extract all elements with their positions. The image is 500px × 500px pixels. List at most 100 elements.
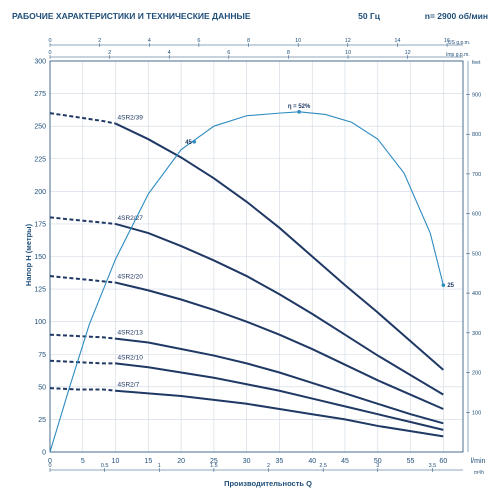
us-gpm-tick-label: 4 (148, 38, 151, 44)
y-tick-label: 200 (34, 189, 46, 196)
feet-tick-label: 800 (472, 132, 481, 138)
series-label: 4SR2/39 (118, 115, 144, 122)
series-label: 4SR2/13 (118, 330, 144, 337)
x-tick-label: 60 (439, 458, 447, 465)
y-tick-label: 125 (34, 287, 46, 294)
x-tick-label: 55 (407, 458, 415, 465)
efficiency-marker-label: 25 (447, 283, 454, 289)
efficiency-marker-label: 45 (185, 140, 192, 146)
m3h-tick-label: 3.5 (429, 463, 437, 469)
series-label: 4SR2/7 (118, 382, 140, 389)
efficiency-layer: 45 25 η = 52% (49, 104, 455, 453)
feet-tick-label: 300 (472, 331, 481, 337)
series-line (115, 222, 444, 396)
series-label: 4SR2/20 (118, 274, 144, 281)
us-gpm-tick-label: 2 (98, 38, 101, 44)
x-axes: 0 5 10 15 20 25 30 35 40 45 50 55 60 l/min 0 0.5 1 1.5 2 2.… (48, 458, 485, 476)
x-tick-label: 40 (308, 458, 316, 465)
m3h-tick-label: 1.5 (210, 463, 218, 469)
series-dashed-line (49, 359, 116, 365)
feet-tick-label: 500 (472, 251, 481, 257)
m3h-tick-label: 2 (267, 463, 270, 469)
y-tick-label: 300 (34, 59, 46, 66)
y-axis-title: Напор H (метры) (24, 223, 33, 286)
series-label: 4SR2/27 (118, 215, 144, 222)
feet-tick-label: 600 (472, 212, 481, 218)
efficiency-marker (192, 140, 197, 144)
efficiency-marker (441, 283, 446, 287)
x-tick-label: 10 (112, 458, 120, 465)
imp-gpm-tick-label: 12 (405, 50, 411, 56)
us-gpm-tick-label: 14 (394, 38, 400, 44)
series-line (115, 281, 444, 410)
imp-gpm-tick-label: 4 (168, 50, 171, 56)
series-dashed-line (49, 275, 116, 284)
imp-gpm-tick-label: 6 (227, 50, 230, 56)
imp-gpm-tick-label: 0 (48, 50, 51, 56)
m3h-tick-label: 1 (158, 463, 161, 469)
feet-tick-label: 100 (472, 410, 481, 416)
feet-axis: 100 200 300 400 500 600 700 800 900 feet (466, 60, 481, 452)
series-line (115, 389, 444, 438)
series-line (115, 362, 444, 431)
efficiency-peak-label: η = 52% (288, 104, 311, 110)
series-layer: 4SR2/39 4SR2/27 4SR2/20 4SR2/13 4SR2/10 4SR2/… (49, 112, 444, 438)
x-unit-label: l/min (471, 458, 486, 465)
y-tick-label: 250 (34, 124, 46, 131)
m3h-tick-label: 0 (48, 463, 51, 469)
imp-gpm-unit-label: Imp g.p.m. (446, 52, 470, 58)
x-tick-label: 50 (374, 458, 382, 465)
feet-tick-label: 900 (472, 92, 481, 98)
feet-tick-label: 700 (472, 172, 481, 178)
y-tick-label: 175 (34, 221, 46, 228)
x-tick-label: 30 (243, 458, 251, 465)
imp-gpm-tick-label: 8 (287, 50, 290, 56)
x-axis-title: Производительность Q (224, 479, 312, 488)
us-gpm-tick-label: 6 (197, 38, 200, 44)
y-tick-label: 25 (38, 417, 46, 424)
y-tick-label: 0 (42, 450, 46, 457)
feet-tick-label: 400 (472, 291, 481, 297)
feet-tick-label: 200 (472, 371, 481, 377)
x-tick-label: 0 (48, 458, 52, 465)
y-axis: 0 25 50 75 100 125 150 175 200 225 250 275 300 (34, 59, 46, 457)
m3h-tick-label: 2.5 (319, 463, 327, 469)
efficiency-curve (49, 111, 444, 453)
speed-label: n= 2900 об/мин (425, 11, 488, 21)
frequency-label: 50 Гц (358, 11, 381, 21)
feet-unit-label: feet (472, 60, 481, 66)
y-tick-label: 275 (34, 91, 46, 98)
y-tick-label: 75 (38, 352, 46, 359)
us-gpm-tick-label: 12 (345, 38, 351, 44)
y-tick-label: 225 (34, 156, 46, 163)
series-label: 4SR2/10 (118, 354, 144, 361)
x-tick-label: 5 (81, 458, 85, 465)
us-gpm-tick-label: 8 (247, 38, 250, 44)
x-tick-label: 15 (144, 458, 152, 465)
efficiency-marker (297, 110, 301, 114)
series-dashed-line (49, 333, 116, 340)
us-gpm-tick-label: 16 (444, 38, 450, 44)
series-line (115, 337, 444, 425)
m3h-unit-label: m³/h (474, 470, 484, 476)
us-gpm-tick-label: 0 (48, 38, 51, 44)
x-tick-label: 45 (341, 458, 349, 465)
us-gpm-unit-label: US g.p.m. (448, 40, 470, 46)
series-line (115, 122, 444, 371)
series-dashed-line (49, 387, 116, 392)
y-tick-label: 50 (38, 384, 46, 391)
imp-gpm-tick-label: 2 (108, 50, 111, 56)
plot-frame (49, 60, 464, 453)
page-title: РАБОЧИЕ ХАРАКТЕРИСТИКИ И ТЕХНИЧЕСКИЕ ДАН… (12, 11, 251, 21)
m3h-tick-label: 0.5 (101, 463, 109, 469)
imp-gpm-tick-label: 10 (345, 50, 351, 56)
us-gpm-tick-label: 10 (295, 38, 301, 44)
series-dashed-line (49, 216, 116, 225)
m3h-tick-label: 3 (376, 463, 379, 469)
x-tick-label: 25 (210, 458, 218, 465)
series-dashed-line (49, 112, 116, 125)
y-tick-label: 100 (34, 319, 46, 326)
x-tick-label: 20 (177, 458, 185, 465)
